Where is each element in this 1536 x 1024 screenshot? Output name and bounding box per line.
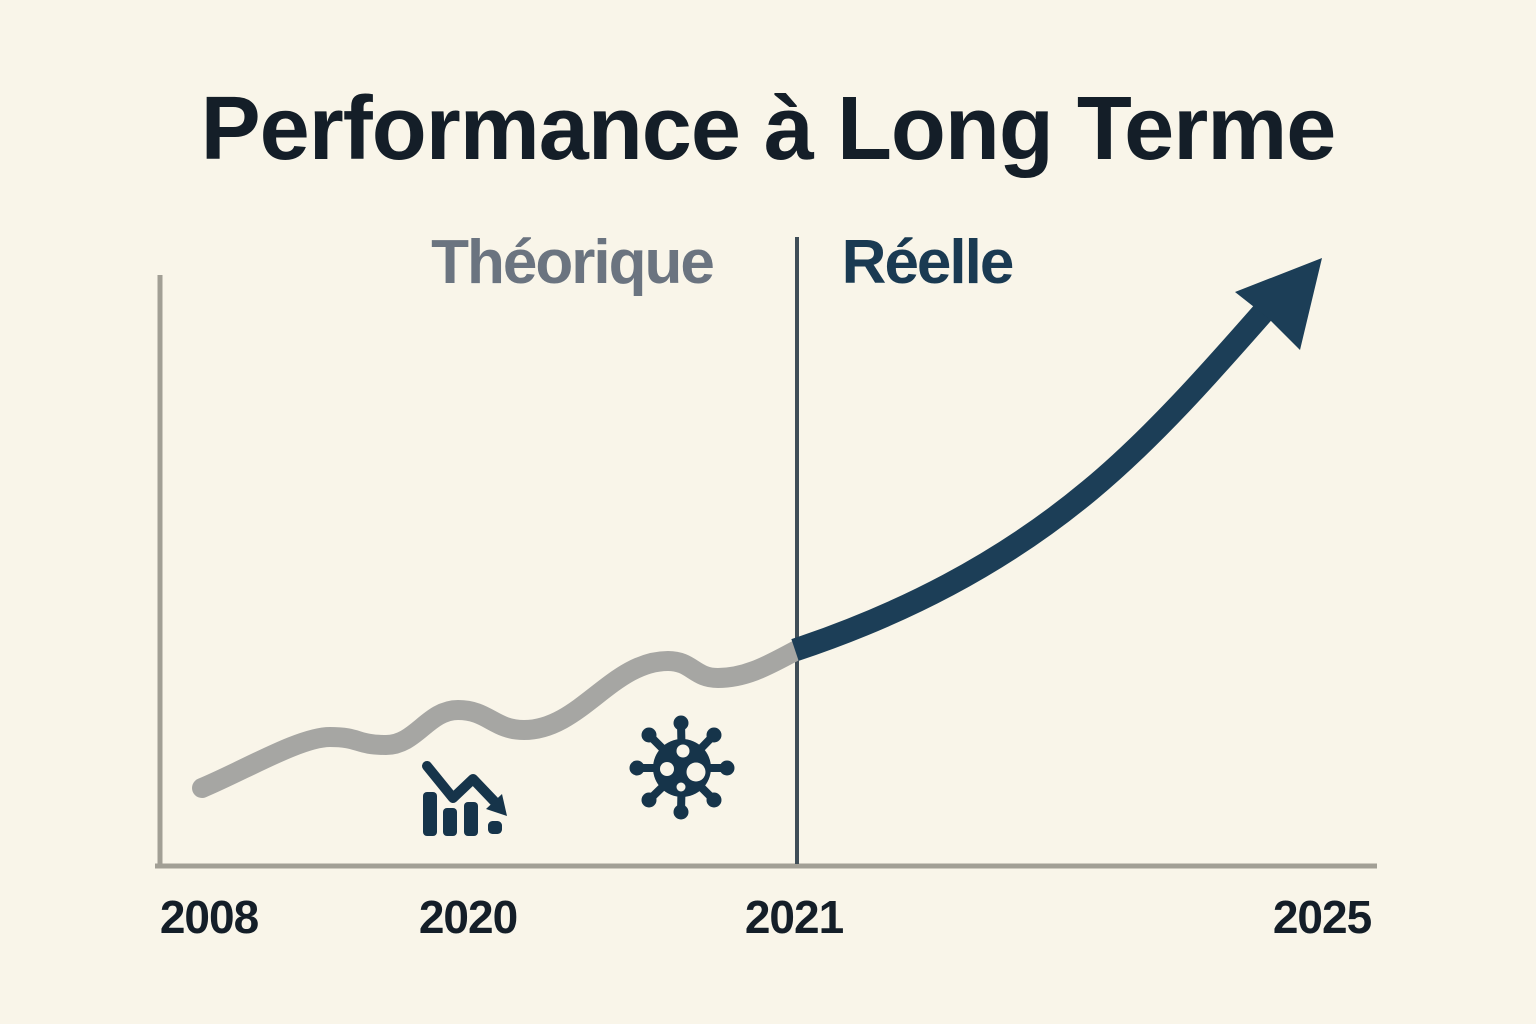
arrow-head-icon — [1235, 258, 1322, 350]
reelle-curve — [791, 292, 1283, 661]
x-tick-2025: 2025 — [1272, 891, 1372, 943]
phase-label-reelle: Réelle — [841, 228, 1015, 297]
x-tick-2020: 2020 — [418, 891, 518, 943]
phase-label-theorique: Théorique — [431, 228, 715, 297]
page-title: Performance à Long Terme — [200, 79, 1337, 179]
theorique-curve — [192, 640, 807, 798]
virus-icon — [629, 715, 735, 820]
x-tick-2021: 2021 — [744, 891, 844, 943]
x-tick-2008: 2008 — [159, 891, 259, 943]
declining-bar-chart-icon — [422, 761, 507, 836]
